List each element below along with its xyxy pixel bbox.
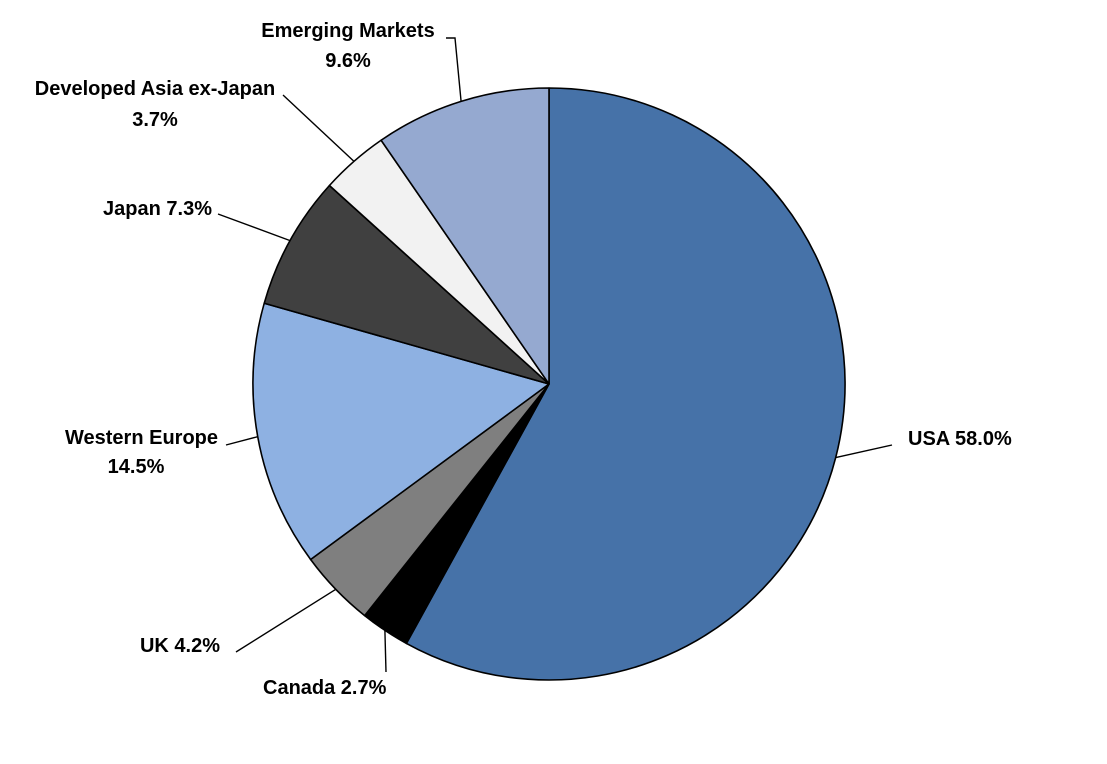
leader-line-emerging-markets [446,37,462,102]
pie-slice-western-europe [252,302,550,561]
label-emerging-markets-value: 9.6% [325,50,371,72]
label-emerging-markets-name: Emerging Markets [261,20,434,42]
label-developed-asia-name: Developed Asia ex-Japan [35,78,275,100]
pie-slice-emerging-markets [380,87,550,385]
label-japan: Japan 7.3% [103,198,212,220]
leader-line-developed-asia-ex-japan [282,94,355,162]
label-usa: USA 58.0% [908,428,1012,450]
leader-lines [217,37,893,673]
slice-labels: USA 58.0% Canada 2.7% UK 4.2% Western Eu… [35,20,1012,699]
leader-line-western-europe [225,436,258,446]
pie-slices [252,87,846,681]
label-canada: Canada 2.7% [263,677,387,699]
label-western-europe-name: Western Europe [65,427,218,449]
leader-line-canada [384,630,387,673]
label-uk: UK 4.2% [140,635,220,657]
label-developed-asia-value: 3.7% [132,109,178,131]
pie-slice-usa [405,87,846,681]
label-western-europe-value: 14.5% [108,456,165,478]
leader-line-japan [217,213,291,242]
leader-line-uk [235,588,337,653]
leader-line-usa [835,444,893,459]
